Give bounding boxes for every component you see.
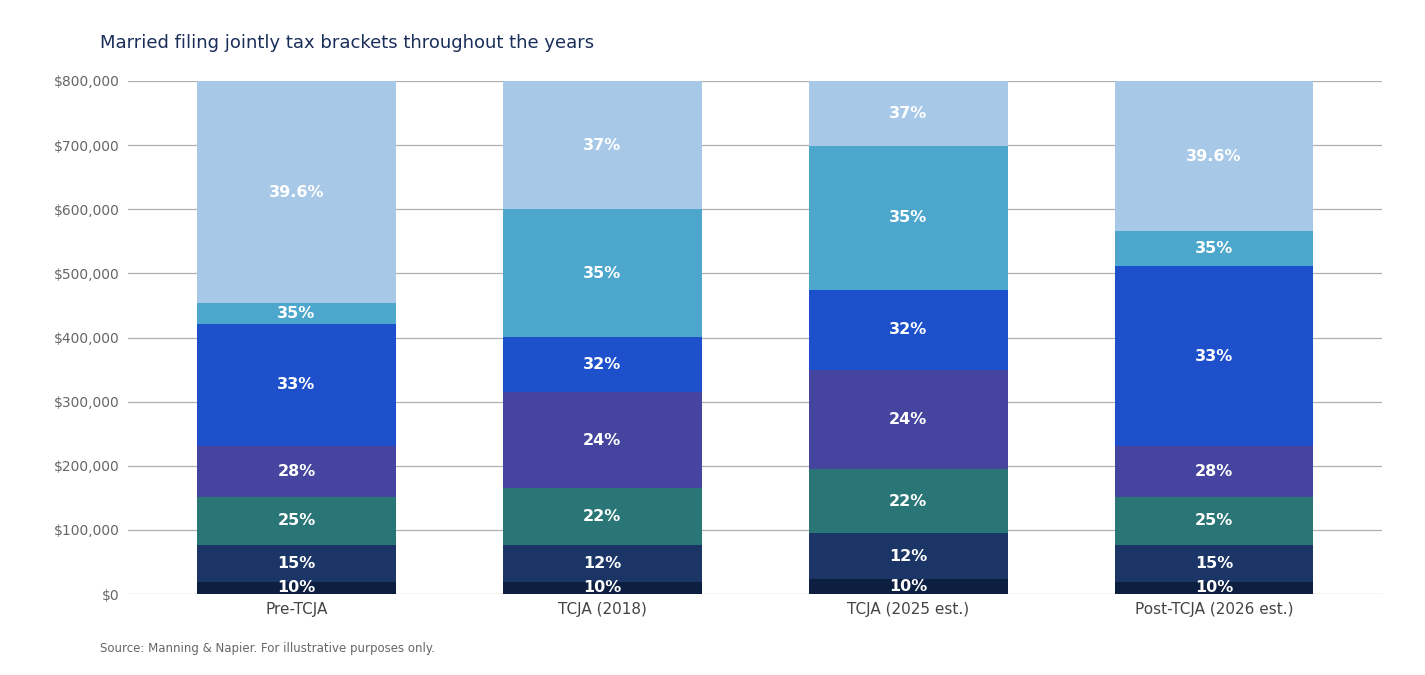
Text: 37%: 37% [583, 138, 621, 153]
Text: 10%: 10% [278, 580, 315, 595]
Text: 22%: 22% [583, 509, 621, 524]
Bar [503, 209, 701, 337]
Bar [1114, 545, 1314, 582]
Bar [809, 370, 1007, 469]
Bar [197, 446, 396, 497]
Bar [503, 337, 701, 392]
Text: 24%: 24% [583, 433, 621, 448]
Text: 35%: 35% [889, 210, 928, 225]
Bar [197, 545, 396, 582]
Text: 28%: 28% [1196, 464, 1233, 479]
Text: 15%: 15% [278, 556, 315, 570]
Text: 22%: 22% [889, 493, 928, 508]
Text: 33%: 33% [278, 377, 315, 392]
Text: 25%: 25% [1196, 513, 1233, 528]
Text: 37%: 37% [889, 106, 928, 121]
Bar [197, 324, 396, 446]
Bar [197, 81, 396, 304]
Text: 39.6%: 39.6% [1186, 148, 1241, 163]
Bar [503, 545, 701, 582]
Bar [809, 469, 1007, 533]
Bar [1114, 582, 1314, 594]
Text: Source: Manning & Napier. For illustrative purposes only.: Source: Manning & Napier. For illustrati… [100, 642, 435, 655]
Bar [1114, 446, 1314, 497]
Text: 10%: 10% [889, 579, 928, 594]
Text: 33%: 33% [1196, 348, 1233, 364]
Bar [809, 533, 1007, 579]
Text: 12%: 12% [889, 549, 928, 564]
Text: 39.6%: 39.6% [269, 185, 325, 200]
Text: 10%: 10% [583, 580, 621, 595]
Bar [1114, 231, 1314, 267]
Bar [503, 81, 701, 209]
Text: 24%: 24% [889, 412, 928, 427]
Text: 10%: 10% [1196, 580, 1233, 595]
Text: Married filing jointly tax brackets throughout the years: Married filing jointly tax brackets thro… [100, 34, 594, 52]
Text: 32%: 32% [583, 357, 621, 372]
Bar [1114, 81, 1314, 231]
Bar [809, 146, 1007, 290]
Bar [1114, 497, 1314, 545]
Text: 12%: 12% [583, 556, 621, 570]
Text: 35%: 35% [278, 306, 315, 321]
Text: 35%: 35% [1196, 241, 1233, 256]
Text: 32%: 32% [889, 323, 928, 338]
Bar [197, 304, 396, 324]
Bar [197, 497, 396, 545]
Bar [809, 81, 1007, 146]
Bar [503, 488, 701, 545]
Bar [503, 582, 701, 594]
Bar [809, 579, 1007, 594]
Bar [809, 290, 1007, 370]
Text: 25%: 25% [278, 513, 315, 528]
Text: 35%: 35% [583, 266, 621, 281]
Text: 28%: 28% [278, 464, 315, 479]
Bar [197, 582, 396, 594]
Bar [503, 392, 701, 488]
Text: 15%: 15% [1196, 556, 1233, 570]
Bar [1114, 267, 1314, 446]
